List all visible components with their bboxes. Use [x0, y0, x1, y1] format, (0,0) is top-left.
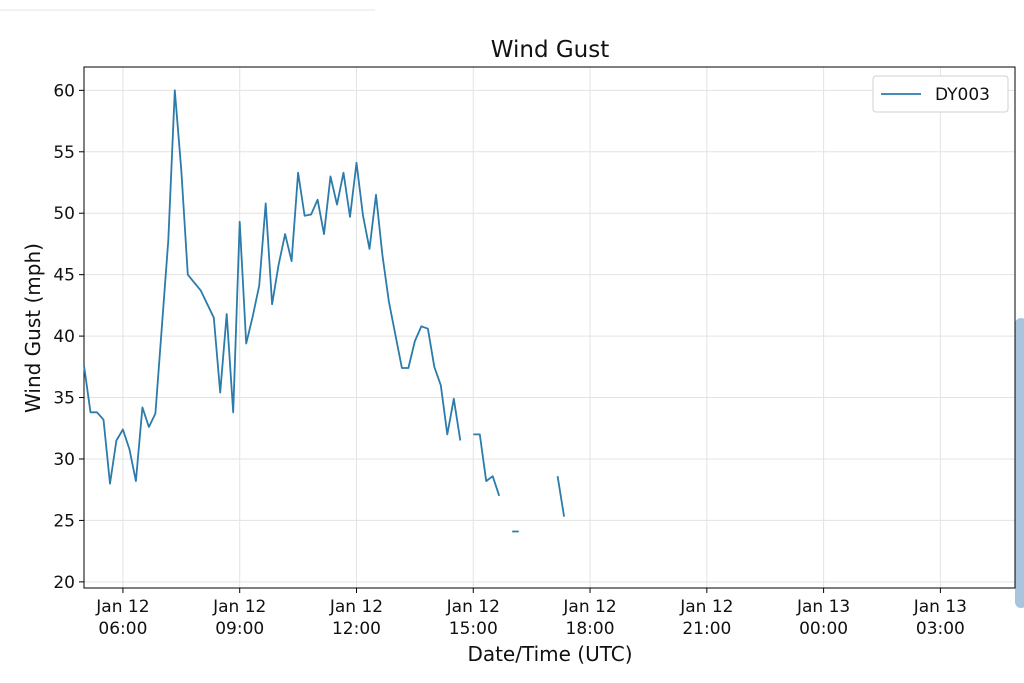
series-line	[83, 89, 565, 533]
y-tick-label: 25	[53, 511, 75, 531]
x-tick-date: Jan 12	[212, 597, 266, 617]
y-tick-label: 30	[53, 450, 75, 470]
x-tick-label: Jan 13 03:00	[913, 597, 967, 639]
y-tick-label: 35	[53, 389, 75, 409]
x-tick-time: 15:00	[449, 619, 498, 639]
y-tick-label: 50	[53, 204, 75, 224]
x-tick-label: Jan 12 09:00	[212, 597, 266, 639]
x-tick-date: Jan 12	[446, 597, 500, 617]
x-tick-time: 09:00	[215, 619, 264, 639]
y-tick-label: 20	[53, 573, 75, 593]
x-tick-time: 21:00	[682, 619, 731, 639]
x-tick-time: 12:00	[332, 619, 381, 639]
x-tick-date: Jan 12	[562, 597, 616, 617]
x-tick-label: Jan 12 06:00	[95, 597, 149, 639]
side-scroll-handle[interactable]	[1015, 318, 1024, 608]
x-tick-date: Jan 12	[329, 597, 383, 617]
x-tick-date: Jan 13	[913, 597, 967, 617]
x-tick-time: 18:00	[566, 619, 615, 639]
y-axis-label: Wind Gust (mph)	[21, 243, 45, 413]
x-tick-label: Jan 12 15:00	[446, 597, 500, 639]
x-tick-time: 00:00	[799, 619, 848, 639]
legend-label: DY003	[935, 85, 990, 105]
x-axis-label: Date/Time (UTC)	[467, 642, 632, 666]
y-tick-label: 45	[53, 266, 75, 286]
x-tick-time: 06:00	[98, 619, 147, 639]
x-tick-date: Jan 12	[679, 597, 733, 617]
x-tick-date: Jan 13	[796, 597, 850, 617]
x-tick-label: Jan 12 21:00	[679, 597, 733, 639]
chart-title: Wind Gust	[491, 37, 610, 63]
y-tick-label: 60	[53, 81, 75, 101]
x-tick-date: Jan 12	[95, 597, 149, 617]
y-tick-label: 55	[53, 143, 75, 163]
y-tick-label: 40	[53, 327, 75, 347]
plot-frame	[83, 66, 1016, 589]
x-tick-time: 03:00	[916, 619, 965, 639]
x-tick-label: Jan 13 00:00	[796, 597, 850, 639]
legend-box	[872, 75, 1009, 113]
x-tick-label: Jan 12 18:00	[562, 597, 616, 639]
x-tick-label: Jan 12 12:00	[329, 597, 383, 639]
